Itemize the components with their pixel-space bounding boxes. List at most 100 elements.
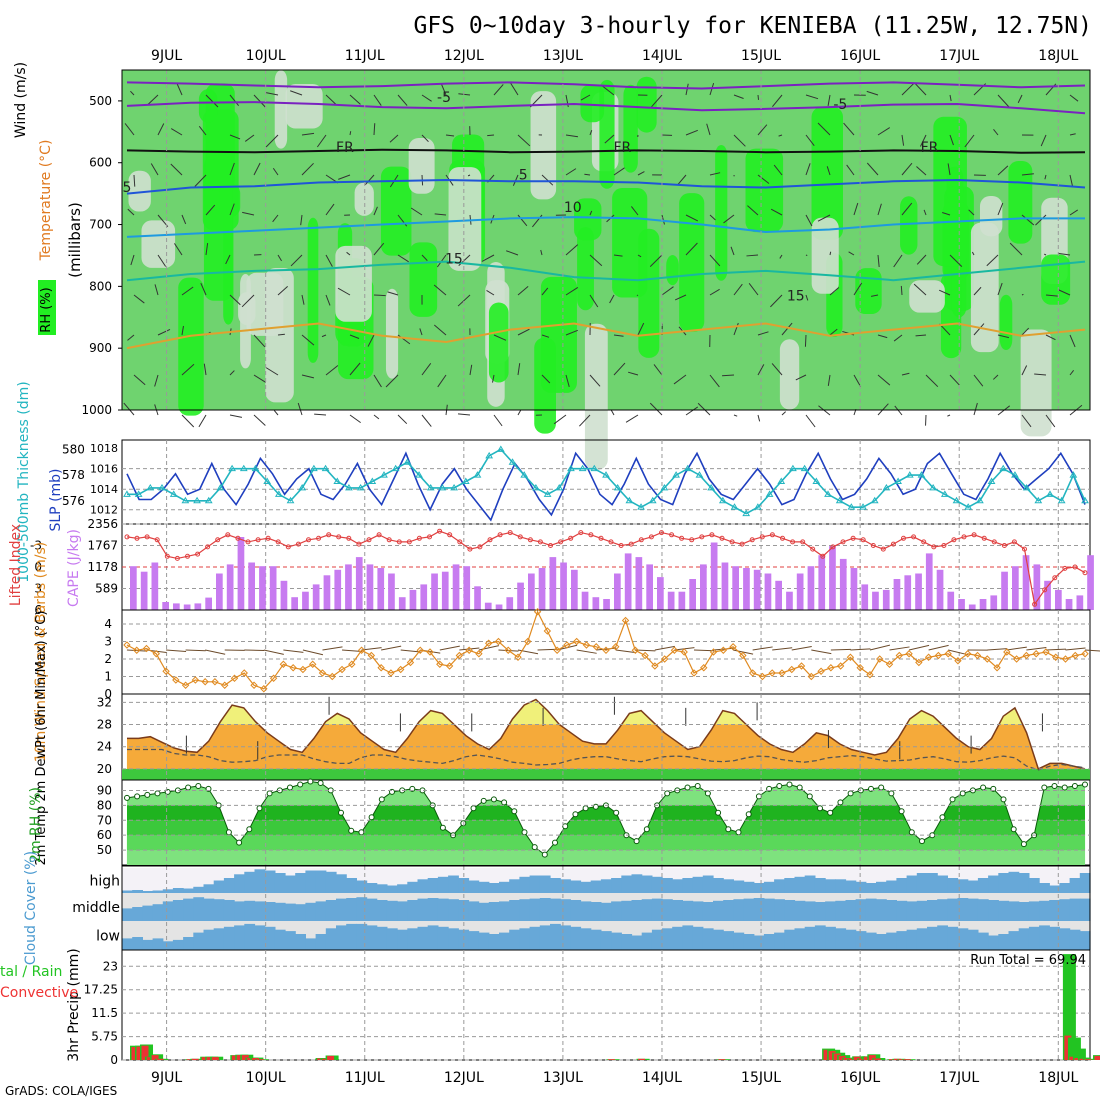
lifted-index-point	[709, 532, 715, 538]
cloud-bar-high	[988, 875, 999, 893]
wind-speed-point	[846, 653, 855, 661]
wind-speed-point	[152, 650, 160, 658]
temp-bands	[126, 699, 1086, 780]
thickness-point	[940, 490, 949, 497]
thickness-point	[473, 471, 482, 478]
thickness-point	[403, 458, 412, 465]
wind-barb	[229, 94, 240, 106]
temp-tick-label: 28	[97, 718, 112, 732]
lifted-index-point	[850, 535, 856, 541]
wind-barb	[373, 294, 386, 297]
wind-barb	[653, 364, 663, 376]
rh-point	[195, 783, 202, 789]
wind-speed-point	[680, 648, 688, 656]
contour-label: -5	[833, 97, 847, 113]
rh-point	[898, 808, 905, 815]
wind-barb	[757, 174, 770, 184]
cloud-bar-high	[448, 875, 459, 893]
lifted-index-point	[598, 535, 604, 541]
lifted-index-point	[406, 539, 412, 545]
wind-barb	[290, 90, 303, 96]
wind-barb	[517, 134, 531, 147]
wind-barb	[901, 202, 913, 216]
wind-barb	[853, 282, 863, 296]
cloud-bar-high	[570, 880, 582, 893]
cape-bar	[646, 564, 653, 610]
cape-bar	[721, 562, 729, 610]
lifted-index-point	[174, 555, 180, 561]
dewpoint-line	[127, 748, 1086, 771]
wind-speed-point	[758, 672, 767, 681]
wind-speed-point	[221, 681, 229, 689]
wind-barb	[651, 94, 663, 108]
cape-bar	[1076, 595, 1084, 610]
cloud-layer-label: high	[89, 874, 120, 890]
wind-barb	[253, 162, 261, 176]
lifted-index-point	[437, 528, 443, 534]
lifted-index-point	[1052, 575, 1058, 581]
cloud-bar-low	[274, 929, 286, 950]
cloud-bar-low	[672, 926, 683, 950]
cape-li-panel: -3 0 3 6 589 1178 1767 2356 Lifted Index CAPE (J/…	[8, 517, 1094, 617]
rh-legend-label: RH (%)	[39, 287, 54, 332]
wind-speed-point	[1052, 653, 1060, 661]
wind-barb	[637, 171, 645, 176]
rh-point	[980, 784, 987, 791]
wind-barb	[971, 251, 975, 256]
precip-convective-bar	[191, 1058, 199, 1060]
wind-barb	[1006, 646, 1027, 651]
wind-barb	[322, 646, 343, 651]
thickness-point	[204, 496, 213, 504]
thickness-point	[1011, 471, 1019, 478]
wind-barb	[277, 254, 282, 262]
precip-tick-label: 11.5	[91, 1006, 118, 1020]
wind-barb	[685, 129, 698, 136]
wind-speed-point	[142, 644, 151, 653]
rh-point	[358, 829, 365, 836]
rh-dry-patch	[274, 70, 288, 149]
wind-barb	[992, 374, 999, 380]
bottom-day-label: 15JUL	[741, 1070, 781, 1086]
wind-barb	[752, 646, 773, 651]
cloud-bar-middle	[560, 899, 571, 921]
wind-barb	[301, 162, 314, 176]
wind-barb	[170, 128, 183, 136]
cape-tick-label: 589	[95, 582, 118, 596]
wind-barb	[349, 362, 361, 376]
cloud-bar-middle	[478, 902, 490, 921]
rh-dry-patch	[970, 222, 999, 353]
thickness-point	[134, 490, 143, 497]
cloud-bar-high	[600, 879, 612, 894]
wind-barb	[517, 409, 522, 416]
wind-barb	[709, 254, 721, 267]
thickness-tick-label: 578	[62, 468, 85, 482]
wind-barb	[829, 251, 832, 256]
rh-point	[225, 829, 232, 836]
precip-total-bar	[1072, 1048, 1086, 1060]
cape-bar	[915, 573, 922, 610]
cloud-bar-low	[152, 938, 164, 950]
rh-moist-patch	[638, 228, 660, 358]
cape-bar	[484, 602, 492, 610]
lifted-index-point	[527, 537, 533, 543]
wind-barb	[795, 374, 807, 381]
cloud-bar-middle	[580, 901, 592, 921]
cloud-bar-low	[1069, 929, 1081, 950]
cloud-bar-middle	[570, 900, 582, 921]
wind-barb	[244, 134, 255, 142]
cloud-bar-high	[1069, 878, 1081, 893]
contour-label: 5	[519, 167, 528, 183]
lifted-index-point	[416, 535, 422, 541]
cloud-bar-middle	[641, 899, 653, 921]
cloud-bar-low	[417, 926, 429, 950]
rh-moist-patch	[307, 217, 319, 363]
cloud-bar-high	[499, 881, 510, 894]
wind-barb	[723, 214, 735, 224]
cape-bar	[710, 542, 718, 610]
wind-barb	[1021, 414, 1032, 428]
wind-barb	[915, 334, 927, 337]
wind-barb	[938, 289, 951, 296]
wind-barb	[625, 414, 639, 423]
cape-bar	[173, 603, 180, 610]
cloud-bar-low	[876, 934, 887, 950]
